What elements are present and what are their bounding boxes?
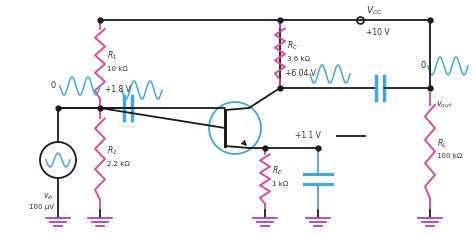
Text: 1 kΩ: 1 kΩ <box>272 181 288 187</box>
Text: 3.6 kΩ: 3.6 kΩ <box>287 56 310 62</box>
Text: +1.8 V: +1.8 V <box>105 85 131 94</box>
Text: 2.2 kΩ: 2.2 kΩ <box>107 161 130 167</box>
Text: $R_2$: $R_2$ <box>107 145 117 157</box>
Text: 0: 0 <box>51 81 56 90</box>
Text: $V_{CC}$: $V_{CC}$ <box>366 4 383 17</box>
Text: $R_E$: $R_E$ <box>272 165 283 177</box>
Text: +1.1 V: +1.1 V <box>295 131 321 140</box>
Text: +6.04 V: +6.04 V <box>285 69 316 79</box>
Text: $R_C$: $R_C$ <box>287 40 298 52</box>
Text: 100 kΩ: 100 kΩ <box>437 153 462 160</box>
Text: 0: 0 <box>421 62 426 71</box>
Text: +10 V: +10 V <box>366 28 390 37</box>
Text: $R_L$: $R_L$ <box>437 137 447 150</box>
Text: $v_{out}$: $v_{out}$ <box>436 100 453 110</box>
Text: $R_1$: $R_1$ <box>107 50 117 62</box>
Text: $v_{in}$: $v_{in}$ <box>43 192 54 202</box>
Text: 100 μV: 100 μV <box>29 204 54 210</box>
Text: 10 kΩ: 10 kΩ <box>107 66 128 72</box>
